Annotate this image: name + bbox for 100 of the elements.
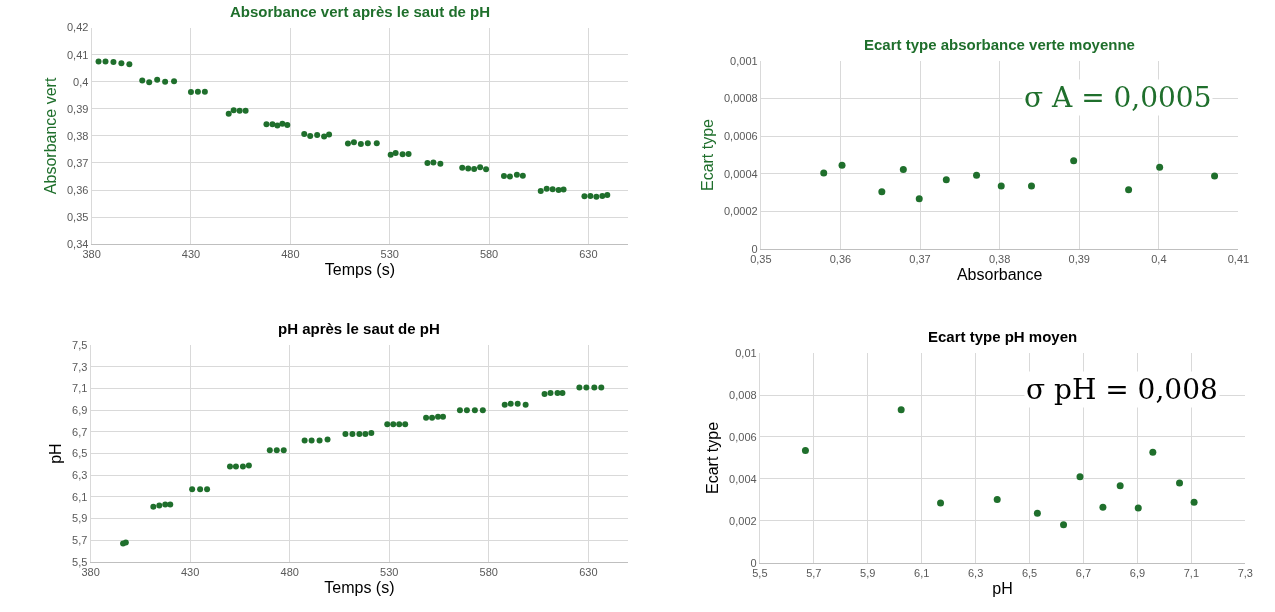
x-axis-title: Absorbance: [956, 266, 1043, 284]
point: [263, 121, 270, 128]
y-tick-label: 0,002: [729, 514, 757, 527]
x-tick-label: 7,1: [1183, 567, 1200, 580]
point: [477, 164, 484, 171]
point: [973, 171, 981, 179]
point: [232, 463, 239, 470]
point: [463, 407, 470, 414]
point: [554, 389, 561, 396]
point: [604, 191, 611, 198]
point: [555, 187, 562, 194]
point: [242, 107, 249, 114]
x-tick-label: 6,9: [1129, 567, 1146, 580]
point: [1176, 479, 1184, 487]
point: [204, 486, 211, 493]
point: [559, 389, 566, 396]
x-axis-title: Temps (s): [324, 261, 395, 279]
x-tick-label: 5,7: [806, 567, 822, 580]
point: [387, 151, 394, 158]
point: [226, 463, 233, 470]
chart-title: pH après le saut de pH: [278, 320, 440, 337]
point: [384, 421, 391, 428]
point: [126, 61, 133, 68]
point: [95, 58, 102, 65]
y-tick-label: 0,36: [66, 183, 89, 196]
x-tick-label: 630: [579, 248, 598, 261]
y-tick-label: 5,9: [72, 512, 88, 525]
y-axis-title: Ecart type: [698, 118, 716, 192]
point: [230, 107, 237, 114]
point: [593, 193, 600, 200]
point: [456, 407, 463, 414]
point: [801, 447, 809, 455]
point: [993, 496, 1001, 503]
point: [878, 188, 886, 196]
y-tick-label: 7,3: [72, 360, 88, 373]
point: [522, 401, 529, 408]
point: [402, 421, 409, 428]
y-tick-label: 6,3: [72, 469, 88, 482]
y-tick-label: 6,7: [72, 425, 88, 438]
point: [1211, 172, 1219, 180]
point: [146, 79, 153, 86]
point: [324, 436, 331, 443]
y-tick-label: 0: [751, 242, 758, 255]
point: [997, 182, 1005, 190]
point: [156, 502, 163, 509]
point: [390, 421, 397, 428]
point: [465, 165, 472, 172]
point: [507, 400, 514, 407]
y-tick-label: 7,1: [72, 382, 88, 395]
point: [314, 132, 321, 139]
point: [307, 132, 314, 139]
point: [284, 122, 291, 129]
point: [357, 141, 364, 148]
x-tick-label: 0,41: [1227, 253, 1250, 266]
chart-title: Ecart type pH moyen: [928, 328, 1078, 345]
y-tick-label: 0,38: [66, 129, 89, 142]
point: [392, 149, 399, 156]
point: [273, 447, 280, 454]
x-tick-label: 5,9: [860, 567, 876, 580]
point: [139, 77, 146, 84]
point: [1116, 482, 1124, 490]
y-tick-label: 7,5: [72, 339, 88, 352]
point: [316, 437, 323, 444]
point: [301, 131, 308, 138]
point: [437, 160, 444, 167]
point: [399, 151, 406, 158]
y-tick-label: 0,39: [66, 102, 89, 115]
x-tick-label: 0,38: [988, 253, 1011, 266]
point: [239, 463, 246, 470]
point: [820, 169, 828, 177]
chart-title: Ecart type absorbance verte moyenne: [864, 36, 1135, 53]
y-tick-label: 5,5: [72, 555, 88, 568]
y-tick-label: 0,006: [729, 430, 757, 443]
x-tick-label: 580: [479, 248, 499, 261]
y-tick-label: 0,004: [729, 472, 757, 485]
point: [549, 186, 556, 193]
x-tick-label: 380: [81, 566, 100, 579]
point: [483, 166, 490, 173]
point: [519, 172, 526, 179]
point: [560, 186, 567, 193]
point: [280, 447, 287, 454]
point: [1076, 473, 1084, 481]
point: [513, 171, 520, 178]
point: [1190, 498, 1198, 506]
point: [225, 110, 232, 117]
point: [201, 88, 208, 95]
y-tick-label: 0,34: [66, 238, 89, 251]
point: [245, 462, 252, 469]
y-tick-label: 0,41: [66, 48, 89, 61]
y-tick-label: 5,7: [72, 534, 88, 547]
y-tick-label: 6,9: [72, 404, 88, 417]
point: [301, 437, 308, 444]
y-tick-label: 0,4: [73, 75, 89, 88]
point: [1033, 509, 1041, 517]
point: [423, 414, 430, 421]
x-tick-label: 380: [82, 248, 101, 261]
point: [537, 187, 544, 194]
point: [591, 384, 598, 391]
point: [838, 161, 846, 169]
x-tick-label: 0,39: [1068, 253, 1090, 266]
